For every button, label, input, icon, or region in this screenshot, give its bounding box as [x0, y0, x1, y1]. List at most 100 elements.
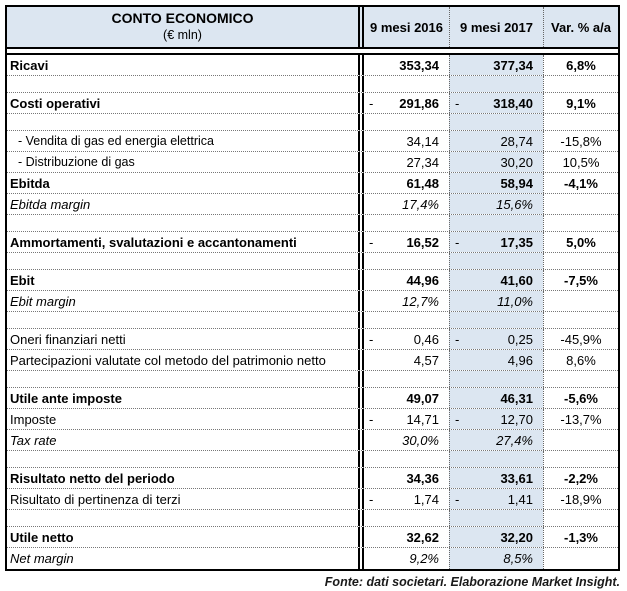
row-label: [7, 215, 358, 231]
value-var-pct: -5,6%: [543, 388, 618, 408]
value-2017: 8,5%: [449, 548, 543, 569]
value-2016: - 16,52: [358, 232, 449, 252]
value-2017: 28,74: [449, 131, 543, 151]
row-label: Ebit: [10, 272, 35, 288]
value-var-pct: -15,8%: [543, 131, 618, 151]
cell-value: 14,71: [406, 411, 439, 427]
cell-value: 44,96: [406, 272, 439, 288]
value-var-pct: [543, 194, 618, 214]
value-2017: - 1,41: [449, 489, 543, 509]
cell-value: 58,94: [500, 175, 533, 191]
value-var-pct: 9,1%: [543, 93, 618, 113]
row-label: Risultato netto del periodo: [10, 470, 175, 486]
value-2016: [358, 371, 449, 387]
value-2016: 17,4%: [358, 194, 449, 214]
value-2017: 33,61: [449, 468, 543, 488]
negative-sign: -: [369, 234, 374, 250]
negative-sign: -: [455, 234, 460, 250]
cell-value: 34,36: [406, 470, 439, 486]
value-var-pct: [543, 371, 618, 387]
value-2017: - 12,70: [449, 409, 543, 429]
table-body: Ricavi 353,34 377,34 6,8% Costi operativi -29…: [7, 53, 618, 569]
value-2016: - 14,71: [358, 409, 449, 429]
row-label: [7, 510, 358, 526]
value-2016: - 1,74: [358, 489, 449, 509]
value-2016: [358, 215, 449, 231]
value-2016: 27,34: [358, 152, 449, 172]
table-row: Ebitda 61,48 58,94 -4,1%: [7, 173, 618, 194]
value-2017: - 0,25: [449, 329, 543, 349]
cell-value: 12,7%: [402, 293, 439, 309]
value-2017: [449, 451, 543, 467]
table-title: CONTO ECONOMICO: [111, 10, 254, 27]
value-2016: - 291,86: [358, 93, 449, 113]
negative-sign: -: [455, 95, 460, 111]
value-2016: 34,14: [358, 131, 449, 151]
header-title-cell: CONTO ECONOMICO (€ mln): [7, 7, 358, 47]
value-2017: 32,20: [449, 527, 543, 547]
cell-value: 0,25: [507, 331, 533, 347]
cell-value: 9,2%: [409, 551, 439, 566]
value-2017: [449, 76, 543, 92]
row-label: - Distribuzione di gas: [18, 155, 135, 169]
column-header-2017: 9 mesi 2017: [449, 7, 543, 47]
income-statement-table: CONTO ECONOMICO (€ mln) 9 mesi 2016 9 me…: [5, 5, 620, 571]
cell-value: 291,86: [399, 95, 439, 111]
row-label: Imposte: [10, 411, 57, 427]
table-row: [7, 215, 618, 232]
value-2017: 41,60: [449, 270, 543, 290]
row-label: Net margin: [10, 551, 74, 566]
value-2016: 32,62: [358, 527, 449, 547]
value-2017: [449, 510, 543, 526]
cell-value: 27,34: [406, 154, 439, 170]
table-header: CONTO ECONOMICO (€ mln) 9 mesi 2016 9 me…: [7, 7, 618, 49]
value-2016: 49,07: [358, 388, 449, 408]
value-2016: 30,0%: [358, 430, 449, 450]
table-row: - Vendita di gas ed energia elettrica 34,…: [7, 131, 618, 152]
table-row: Ricavi 353,34 377,34 6,8%: [7, 55, 618, 76]
negative-sign: -: [369, 331, 374, 347]
column-header-var: Var. % a/a: [543, 7, 618, 47]
value-2017: 46,31: [449, 388, 543, 408]
table-row: Oneri finanziari netti -0,46-0,25 -45,9%: [7, 329, 618, 350]
value-2017: [449, 114, 543, 130]
value-2017: 58,94: [449, 173, 543, 193]
negative-sign: -: [455, 331, 460, 347]
table-row: [7, 253, 618, 270]
value-2016: 34,36: [358, 468, 449, 488]
table-row: Tax rate 30,0% 27,4%: [7, 430, 618, 451]
row-label: Ricavi: [10, 57, 49, 73]
value-2017: 30,20: [449, 152, 543, 172]
cell-value: 4,96: [507, 352, 533, 368]
value-2017: [449, 215, 543, 231]
value-var-pct: -4,1%: [543, 173, 618, 193]
cell-value: 17,4%: [402, 196, 439, 212]
value-var-pct: [543, 312, 618, 328]
value-var-pct: [543, 291, 618, 311]
cell-value: 41,60: [500, 272, 533, 288]
row-label: Ammortamenti, svalutazioni e accantoname…: [10, 234, 297, 250]
table-row: Net margin 9,2% 8,5%: [7, 548, 618, 569]
cell-value: 8,5%: [503, 551, 533, 566]
negative-sign: -: [369, 411, 374, 427]
row-label: Risultato di pertinenza di terzi: [10, 491, 181, 507]
value-var-pct: [543, 114, 618, 130]
value-var-pct: 10,5%: [543, 152, 618, 172]
value-2016: 4,57: [358, 350, 449, 370]
negative-sign: -: [369, 95, 374, 111]
value-2016: 44,96: [358, 270, 449, 290]
table-row: [7, 76, 618, 93]
value-var-pct: -2,2%: [543, 468, 618, 488]
cell-value: 30,0%: [402, 432, 439, 448]
header-body-divider: [7, 49, 618, 53]
value-2016: [358, 253, 449, 269]
table-row: Risultato netto del periodo 34,36 33,61 -2,…: [7, 468, 618, 489]
row-label: [7, 371, 358, 387]
source-note: Fonte: dati societari. Elaborazione Mark…: [324, 575, 620, 589]
table-row: - Distribuzione di gas 27,34 30,20 10,5%: [7, 152, 618, 173]
value-2017: 377,34: [449, 55, 543, 75]
value-var-pct: 6,8%: [543, 55, 618, 75]
negative-sign: -: [369, 491, 374, 507]
cell-value: 32,62: [406, 529, 439, 545]
